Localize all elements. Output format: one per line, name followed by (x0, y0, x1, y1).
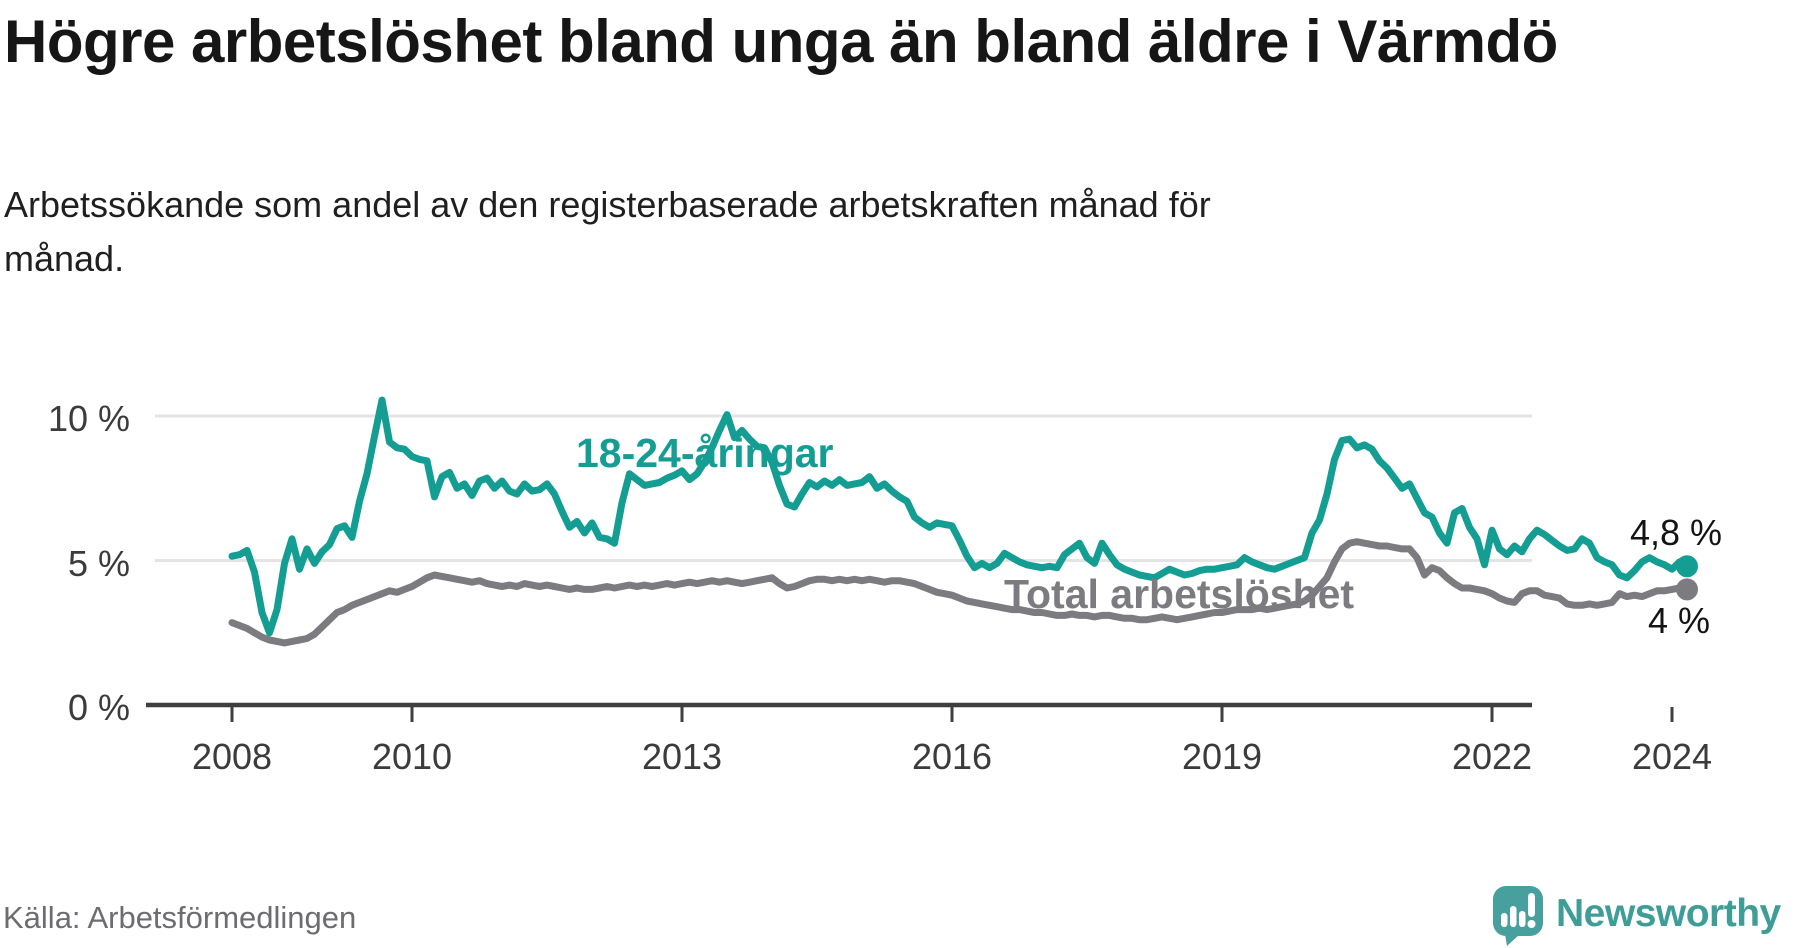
x-tick-label-2013: 2013 (641, 736, 723, 777)
x-tick-label-2019: 2019 (1181, 736, 1263, 777)
x-tick-label-2010: 2010 (371, 736, 453, 777)
series-label-total: Total arbetslöshet (1004, 571, 1355, 617)
page-title: Högre arbetslöshet bland unga än bland ä… (4, 8, 1558, 75)
series-line-Total arbetslöshet (228, 538, 1691, 647)
chart-subtitle: Arbetssökande som andel av den registerb… (4, 184, 1211, 279)
brand-name: Newsworthy (1556, 892, 1781, 935)
x-tick-label-2008: 2008 (191, 736, 273, 777)
series-line-18-24-åringar (228, 396, 1691, 637)
end-value-label-total: 4 % (1648, 600, 1711, 641)
end-value-label-18-24: 4,8 % (1630, 512, 1723, 553)
end-dot-Total arbetslöshet (1676, 578, 1698, 601)
newsworthy-logo-icon (1493, 886, 1543, 946)
x-tick-label-2016: 2016 (911, 736, 993, 777)
source-credit: Källa: Arbetsförmedlingen (3, 900, 357, 935)
x-tick-label-2024: 2024 (1631, 736, 1713, 777)
x-tick-label-2022: 2022 (1451, 736, 1533, 777)
brand-footer: Newsworthy (1492, 882, 1781, 946)
series-label-18-24: 18-24-åringar (576, 430, 834, 476)
end-dot-18-24-åringar (1676, 555, 1698, 578)
y-tick-label-5: 5 % (67, 543, 130, 584)
y-tick-label-10: 10 % (47, 398, 130, 439)
y-tick-label-0: 0 % (67, 687, 130, 728)
